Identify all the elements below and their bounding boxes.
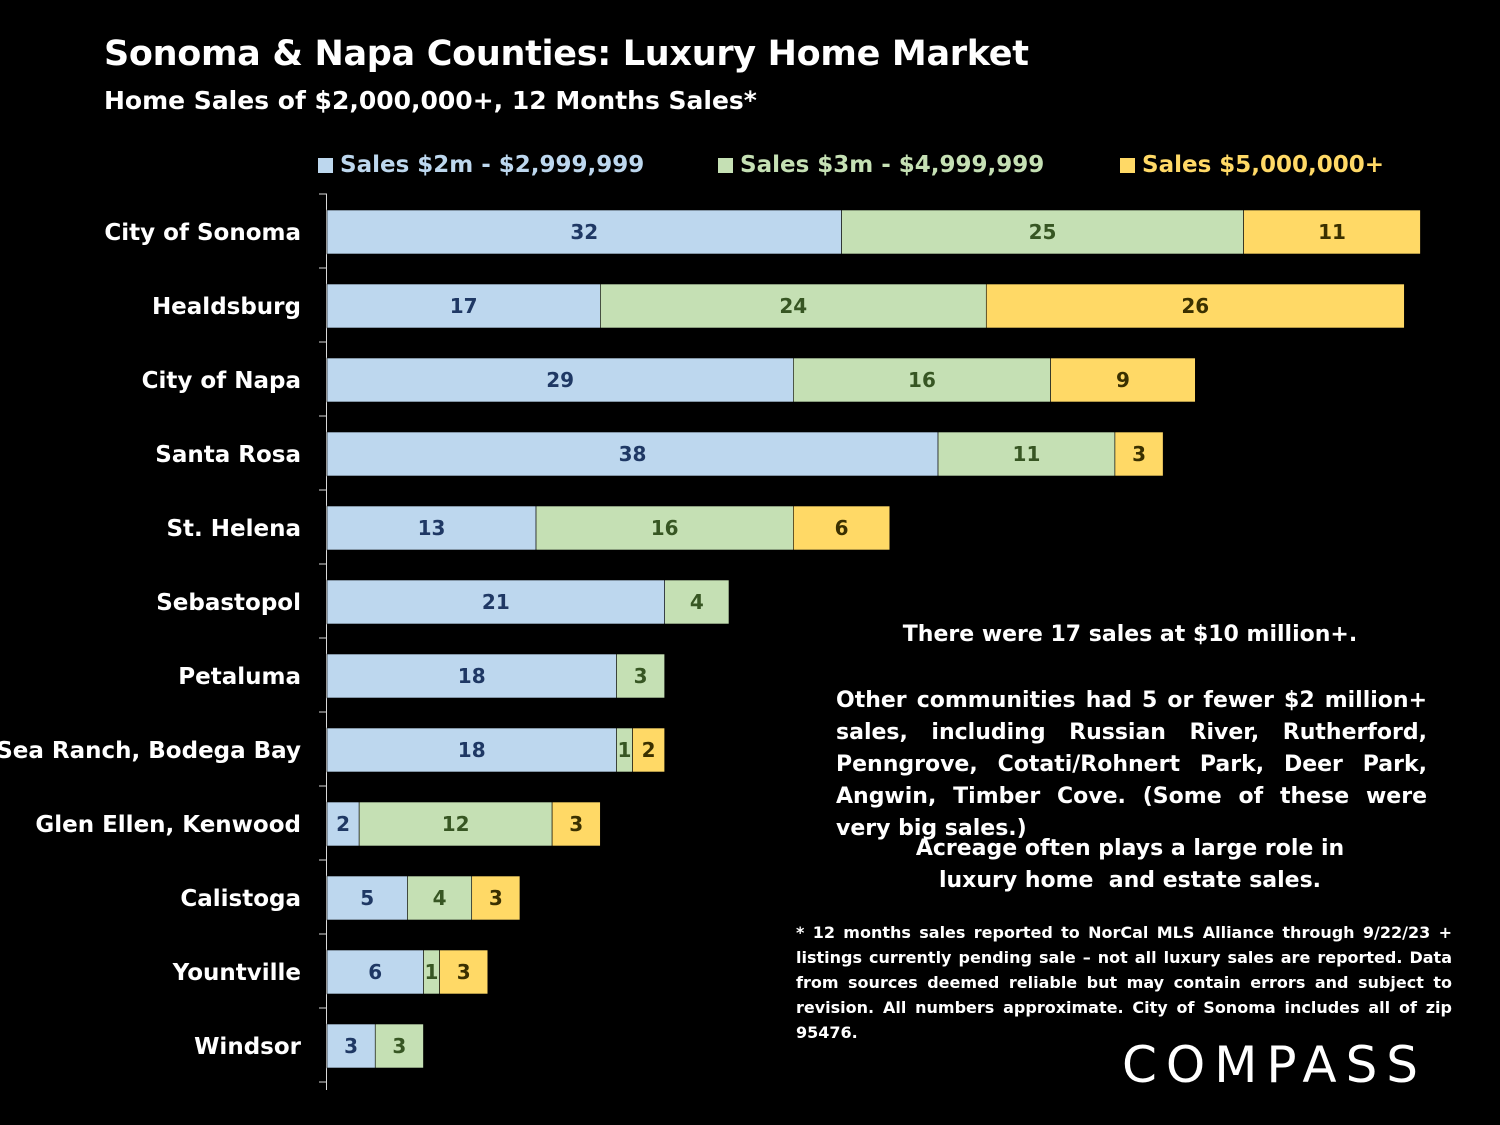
category-label: Sebastopol: [156, 590, 301, 616]
legend-label-series2: Sales $3m - $4,999,999: [740, 152, 1045, 178]
bar-segment: [535, 505, 794, 551]
bar-segment: [600, 283, 987, 329]
bar-segment: [664, 579, 730, 625]
data-label: 3: [489, 886, 503, 910]
data-label: 1: [618, 738, 632, 762]
legend-label-series3: Sales $5,000,000+: [1142, 152, 1385, 178]
category-label: Healdsburg: [152, 294, 301, 320]
note-acreage-line2: luxury home and estate sales.: [938, 868, 1322, 893]
data-label: 3: [1132, 442, 1146, 466]
bar-segment: [326, 727, 617, 773]
data-label: 25: [1029, 220, 1057, 244]
category-label: Santa Rosa: [155, 442, 301, 468]
data-label: 29: [546, 368, 574, 392]
data-label: 9: [1116, 368, 1130, 392]
bar-segment: [1114, 431, 1164, 477]
data-label: 18: [458, 664, 486, 688]
category-label: Glen Ellen, Kenwood: [35, 812, 301, 838]
legend-item-series1: Sales $2m - $2,999,999: [318, 152, 644, 178]
data-label: 17: [450, 294, 478, 318]
bar-segment: [471, 875, 521, 921]
legend-swatch-series3: [1120, 157, 1135, 173]
bar-segment: [985, 283, 1405, 329]
legend-swatch-series2: [718, 157, 733, 173]
bar-segment: [374, 1023, 424, 1069]
data-label: 4: [690, 590, 704, 614]
data-label: 12: [442, 812, 470, 836]
bar-segment: [841, 209, 1244, 255]
bar-segment: [358, 801, 553, 847]
data-label: 2: [336, 812, 350, 836]
bar-segment: [326, 209, 842, 255]
data-label: 18: [458, 738, 486, 762]
data-label: 2: [642, 738, 656, 762]
bar-segment: [326, 801, 360, 847]
data-label: 16: [651, 516, 679, 540]
bar-segment: [1243, 209, 1421, 255]
bar-segment: [439, 949, 489, 995]
data-label: 11: [1013, 442, 1041, 466]
compass-logo: COMPASS: [1122, 1036, 1428, 1094]
category-label: St. Helena: [166, 516, 301, 542]
note-acreage: Acreage often plays a large role in luxu…: [830, 833, 1430, 897]
data-label: 1: [425, 960, 439, 984]
data-label: 26: [1181, 294, 1209, 318]
data-label: 6: [368, 960, 382, 984]
category-label: Yountville: [172, 960, 301, 986]
data-label: 38: [619, 442, 647, 466]
data-label: 3: [634, 664, 648, 688]
note-other-communities: Other communities had 5 or fewer $2 mill…: [836, 688, 1427, 841]
data-label: 3: [392, 1034, 406, 1058]
data-label: 16: [908, 368, 936, 392]
bar-segment: [616, 653, 665, 699]
bar-segment: [937, 431, 1116, 477]
bar-segment: [793, 357, 1051, 403]
bar-segment: [326, 431, 939, 477]
category-label: Calistoga: [180, 886, 301, 912]
data-label: 11: [1318, 220, 1346, 244]
chart-title: Sonoma & Napa Counties: Luxury Home Mark…: [104, 34, 1029, 74]
category-label: Petaluma: [178, 664, 301, 690]
legend-item-series3: Sales $5,000,000+: [1120, 152, 1384, 178]
footnote: * 12 months sales reported to NorCal MLS…: [796, 923, 1452, 1042]
bar-segment: [326, 949, 424, 995]
category-label: City of Sonoma: [104, 220, 301, 246]
bar-segment: [326, 1023, 376, 1069]
bar-segment: [326, 875, 408, 921]
data-label: 13: [418, 516, 446, 540]
chart-subtitle: Home Sales of $2,000,000+, 12 Months Sal…: [104, 86, 757, 115]
data-label: 32: [570, 220, 598, 244]
note-acreage-line1: Acreage often plays a large role in: [915, 836, 1345, 861]
data-label: 3: [344, 1034, 358, 1058]
bar-segment: [1050, 357, 1196, 403]
bar-segment: [551, 801, 601, 847]
data-label: 21: [482, 590, 510, 614]
data-label: 3: [457, 960, 471, 984]
note-ten-million: There were 17 sales at $10 million+.: [902, 622, 1358, 647]
category-label: City of Napa: [142, 368, 301, 394]
category-label: Windsor: [194, 1034, 302, 1060]
bar-segment: [326, 283, 601, 329]
legend-label-series1: Sales $2m - $2,999,999: [340, 152, 645, 178]
data-label: 4: [433, 886, 447, 910]
legend-item-series2: Sales $3m - $4,999,999: [718, 152, 1044, 178]
bar-segment: [326, 357, 794, 403]
bar-segment: [632, 727, 665, 773]
category-label: Sea Ranch, Bodega Bay: [0, 738, 301, 764]
bar-segment: [793, 505, 891, 551]
legend-swatch-series1: [318, 157, 333, 173]
bar-segment: [407, 875, 473, 921]
data-label: 24: [779, 294, 807, 318]
data-label: 3: [569, 812, 583, 836]
data-label: 6: [835, 516, 849, 540]
data-label: 5: [360, 886, 374, 910]
